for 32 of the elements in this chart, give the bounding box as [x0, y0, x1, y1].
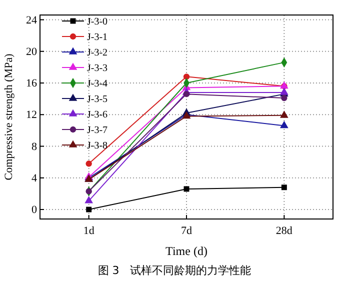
- point: [280, 120, 288, 128]
- y-tick-label: 20: [26, 46, 38, 58]
- y-tick-label: 4: [32, 172, 38, 184]
- y-tick-label: 24: [26, 14, 38, 26]
- legend-label: J-3-6: [87, 110, 108, 120]
- x-axis-title: Time (d): [166, 244, 208, 258]
- legend-label: J-3-5: [87, 94, 108, 105]
- legend-label: J-3-1: [87, 32, 108, 43]
- point: [183, 90, 190, 98]
- point: [280, 110, 288, 118]
- y-tick-label: 16: [26, 78, 38, 90]
- legend-label: J-3-7: [87, 125, 108, 136]
- legend-label: J-3-0: [87, 16, 108, 28]
- point: [281, 184, 287, 190]
- y-tick-label: 12: [26, 109, 37, 122]
- point: [183, 74, 190, 80]
- legend-label: J-3-4: [87, 78, 108, 90]
- legend-label: J-3-2: [87, 48, 108, 58]
- x-tick-label: 28d: [276, 225, 293, 238]
- caption: 图 3 试样不同龄期的力学性能: [98, 264, 252, 277]
- x-tick-label: 1d: [83, 225, 95, 238]
- x-tick-label: 7d: [181, 225, 192, 238]
- y-tick-label: 0: [32, 204, 38, 216]
- point: [86, 160, 92, 167]
- y-axis-title: Compressive strength (MPa): [3, 53, 15, 180]
- legend-label: J-3-8: [87, 140, 108, 152]
- point: [281, 94, 288, 102]
- point: [84, 196, 93, 204]
- legend-label: J-3-3: [87, 63, 108, 74]
- point: [86, 206, 92, 212]
- point: [184, 186, 190, 192]
- y-tick-label: 8: [32, 140, 38, 153]
